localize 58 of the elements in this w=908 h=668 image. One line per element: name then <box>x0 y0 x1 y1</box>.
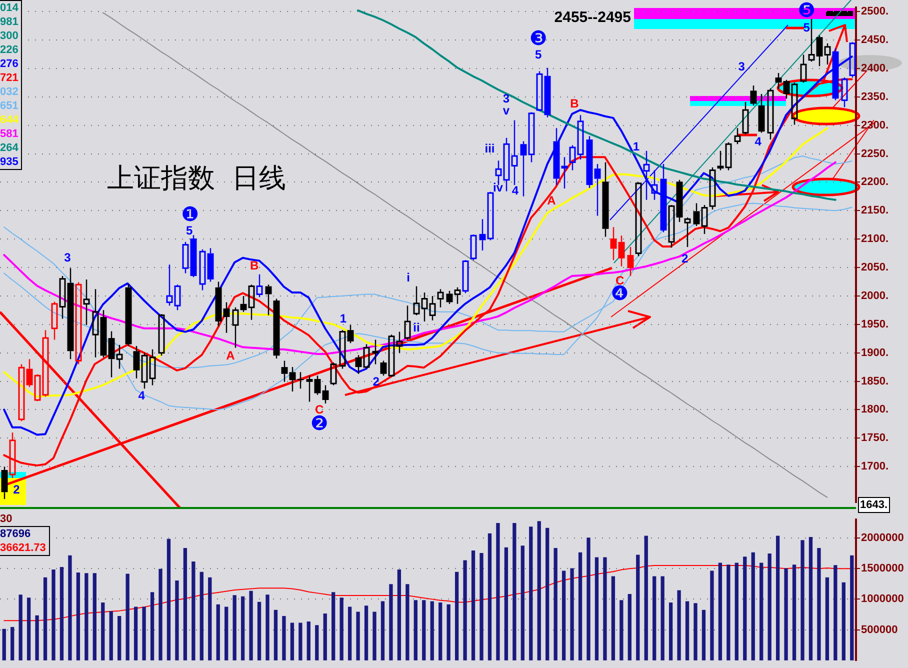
y-tick-label: 1850. <box>861 375 889 388</box>
annotation: 1 <box>632 139 640 154</box>
annotation: 30 <box>0 512 12 526</box>
y-tick-label: 2100. <box>861 233 889 246</box>
annotation: i <box>406 270 410 284</box>
annotation: B <box>250 258 259 272</box>
y-tick-label: 2450. <box>861 34 889 46</box>
annotation: 3 <box>738 59 746 74</box>
annotation: 276 <box>0 57 20 71</box>
annotation: 264 <box>0 141 20 155</box>
annotation: 300 <box>0 29 20 43</box>
y-tick-label: 2000000 <box>861 532 904 544</box>
annotation: 36621.73 <box>0 541 47 555</box>
y-tick-label: 1500000 <box>861 562 904 575</box>
annotation: B <box>570 96 580 110</box>
y-tick-label: 1800. <box>861 404 889 416</box>
annotation: 2 <box>372 374 380 388</box>
annotation: 2 <box>13 482 20 496</box>
y-tick-label: 2150. <box>861 204 889 217</box>
y-tick-label: 500000 <box>861 624 898 636</box>
y-tick-label: 2050. <box>861 262 889 274</box>
annotation: iii <box>484 141 495 156</box>
annotation: v <box>502 103 510 118</box>
y-tick-label: 2400. <box>861 62 889 74</box>
annotation: 721 <box>0 71 20 85</box>
annotation: 4 <box>512 183 519 198</box>
y-tick-label: 2500. <box>861 6 889 18</box>
annotation: 4 <box>754 134 762 148</box>
annotation: A <box>226 348 236 362</box>
annotation: 581 <box>0 127 20 141</box>
y-tick-label: 1750. <box>861 432 889 444</box>
annotation: 4 <box>138 388 146 402</box>
annotation: A <box>547 193 556 208</box>
annotation: 981 <box>0 15 20 29</box>
y-tick-label: 2200. <box>861 176 889 188</box>
annotation: 3 <box>502 91 510 106</box>
annotation: C <box>315 402 324 416</box>
y-tick-label: 1900. <box>861 346 889 359</box>
annotation: 3 <box>64 250 72 264</box>
y-tick-label: 2000. <box>861 290 889 302</box>
annotation: 032 <box>0 85 20 99</box>
annotation: 014 <box>0 1 20 15</box>
y-tick-label: 1000000 <box>861 593 904 606</box>
annotation: 226 <box>0 43 20 57</box>
y-tick-label: 1700. <box>861 460 889 473</box>
annotation: 651 <box>0 99 20 113</box>
text: 上证指数 日线 <box>107 162 286 196</box>
annotation: 2455--2495 <box>554 9 631 26</box>
annotation: 87696 <box>0 527 32 541</box>
y-tick-label: 2350. <box>861 90 889 103</box>
annotation: 935 <box>0 155 20 169</box>
y-tick-label: 1950. <box>861 318 889 330</box>
annotation: 1 <box>340 311 347 326</box>
text: 1643. <box>858 497 890 513</box>
y-tick-label: 2250. <box>861 148 889 160</box>
annotation: 644 <box>0 113 20 127</box>
annotation: ii <box>413 320 420 334</box>
annotation: iv <box>492 180 504 194</box>
